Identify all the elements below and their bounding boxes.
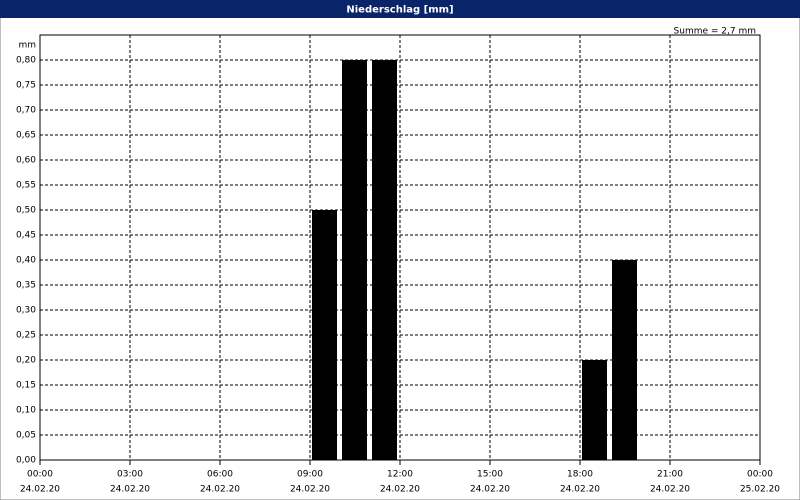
x-tick-date: 24.02.20 — [20, 485, 60, 495]
x-tick-date: 24.02.20 — [470, 485, 510, 495]
bar — [612, 260, 637, 460]
y-tick-label: 0,30 — [16, 306, 36, 316]
bar — [372, 60, 397, 460]
bar — [342, 60, 367, 460]
y-axis-label: mm — [18, 41, 36, 51]
plot-frame — [39, 34, 761, 461]
x-tick-date: 24.02.20 — [560, 485, 600, 495]
x-tick-label: 09:00 — [297, 470, 323, 480]
y-tick-label: 0,45 — [16, 231, 36, 241]
x-tick-label: 15:00 — [477, 470, 503, 480]
x-tick-label: 00:00 — [747, 470, 773, 480]
y-tick-label: 0,10 — [16, 406, 36, 416]
title-bar — [0, 0, 800, 18]
y-tick-label: 0,15 — [16, 381, 36, 391]
y-tick-label: 0,40 — [16, 256, 36, 266]
x-tick-date: 24.02.20 — [650, 485, 690, 495]
x-tick-date: 24.02.20 — [290, 485, 330, 495]
x-tick-label: 03:00 — [117, 470, 143, 480]
x-tick-date: 24.02.20 — [110, 485, 150, 495]
y-tick-label: 0,20 — [16, 356, 36, 366]
y-tick-label: 0,60 — [16, 156, 36, 166]
y-tick-label: 0,80 — [16, 56, 36, 66]
chart-title: Niederschlag [mm] — [346, 5, 453, 16]
x-tick-date: 24.02.20 — [200, 485, 240, 495]
x-tick-label: 12:00 — [387, 470, 413, 480]
bar — [582, 360, 607, 460]
x-tick-label: 21:00 — [657, 470, 683, 480]
y-tick-label: 0,50 — [16, 206, 36, 216]
y-tick-label: 0,25 — [16, 331, 36, 341]
y-tick-label: 0,35 — [16, 281, 36, 291]
x-tick-date: 24.02.20 — [380, 485, 420, 495]
annotation: Summe = 2,7 mm — [674, 27, 756, 37]
y-tick-label: 0,75 — [16, 81, 36, 91]
bar — [312, 210, 337, 460]
y-tick-label: 0,05 — [16, 431, 36, 441]
x-tick-label: 06:00 — [207, 470, 233, 480]
x-tick-label: 18:00 — [567, 470, 593, 480]
x-tick-date: 25.02.20 — [740, 485, 780, 495]
y-tick-label: 0,55 — [16, 181, 36, 191]
y-tick-label: 0,70 — [16, 106, 36, 116]
y-tick-label: 0,65 — [16, 131, 36, 141]
x-tick-label: 00:00 — [27, 470, 53, 480]
y-tick-label: 0,00 — [16, 456, 36, 466]
